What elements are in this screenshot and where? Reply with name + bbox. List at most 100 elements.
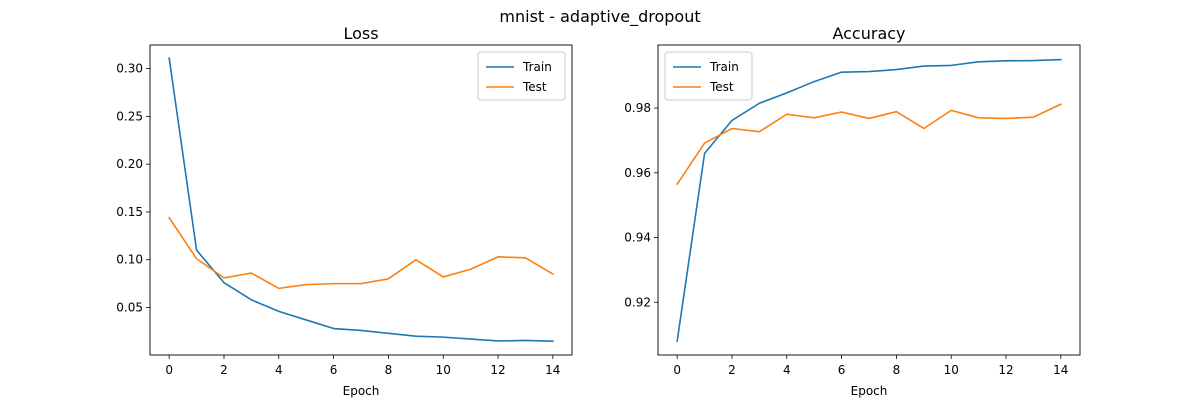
loss-test-point xyxy=(469,268,472,271)
loss-train-point xyxy=(551,340,554,343)
accuracy-test-point xyxy=(950,109,953,112)
accuracy-test-point xyxy=(703,141,706,144)
loss-x-tick-label: 6 xyxy=(330,363,338,377)
accuracy-train-point xyxy=(785,91,788,94)
accuracy-x-axis-label: Epoch xyxy=(851,384,888,398)
accuracy-y-tick-label: 0.98 xyxy=(624,101,651,115)
accuracy-axes-frame xyxy=(657,44,1081,356)
accuracy-train-point xyxy=(1004,59,1007,62)
loss-train-point xyxy=(332,327,335,330)
loss-x-tick-label: 10 xyxy=(436,363,451,377)
accuracy-train-line xyxy=(676,58,1062,342)
accuracy-test-point xyxy=(1032,116,1035,119)
accuracy-y-tick-label: 0.94 xyxy=(624,231,651,245)
loss-x-axis-label: Epoch xyxy=(343,384,380,398)
loss-test-point xyxy=(277,287,280,290)
loss-test-point xyxy=(195,257,198,260)
accuracy-test-point xyxy=(1004,117,1007,120)
loss-x-tick-label: 12 xyxy=(490,363,505,377)
accuracy-train-point xyxy=(1032,59,1035,62)
loss-legend-label-train: Train xyxy=(522,60,552,74)
loss-train-point xyxy=(195,249,198,252)
accuracy-train-point xyxy=(730,119,733,122)
loss-test-point xyxy=(496,255,499,258)
loss-y-tick-label: 0.05 xyxy=(116,301,143,315)
loss-y-tick-label: 0.15 xyxy=(116,205,143,219)
loss-legend-label-test: Test xyxy=(522,80,547,94)
accuracy-test-point xyxy=(840,110,843,113)
accuracy-x-tick-label: 0 xyxy=(673,363,681,377)
loss-train-point xyxy=(496,339,499,342)
loss-test-point xyxy=(387,277,390,280)
accuracy-train-point xyxy=(758,102,761,105)
accuracy-x-tick-label: 6 xyxy=(838,363,846,377)
accuracy-train-point xyxy=(676,339,679,342)
accuracy-train-point xyxy=(840,71,843,74)
loss-test-point xyxy=(414,258,417,261)
accuracy-x-tick-label: 4 xyxy=(783,363,791,377)
accuracy-chart: Accuracy 0 2 4 6 8 10 12 14 0.92 0.94 0.96 0.98 Epoch… xyxy=(624,24,1081,398)
loss-train-point xyxy=(442,336,445,339)
accuracy-train-point xyxy=(922,64,925,67)
loss-test-point xyxy=(305,283,308,286)
accuracy-train-point xyxy=(1059,58,1062,61)
accuracy-train-point xyxy=(867,70,870,73)
accuracy-y-tick-label: 0.92 xyxy=(624,295,651,309)
accuracy-x-tick-label: 8 xyxy=(893,363,901,377)
loss-legend-box xyxy=(477,51,566,101)
accuracy-legend-box xyxy=(664,51,753,101)
loss-x-tick-label: 2 xyxy=(220,363,228,377)
accuracy-legend: Train Test xyxy=(664,51,753,101)
loss-test-point xyxy=(332,282,335,285)
loss-x-tick-label: 8 xyxy=(385,363,393,377)
accuracy-test-point xyxy=(922,127,925,130)
accuracy-train-point xyxy=(813,80,816,83)
accuracy-test-point xyxy=(813,116,816,119)
loss-chart-title: Loss xyxy=(343,24,378,43)
loss-x-tick-label: 4 xyxy=(275,363,283,377)
accuracy-test-point xyxy=(977,116,980,119)
loss-y-tick-label: 0.30 xyxy=(116,62,143,76)
loss-train-point xyxy=(387,332,390,335)
accuracy-x-tick-label: 2 xyxy=(728,363,736,377)
accuracy-chart-title: Accuracy xyxy=(832,24,905,43)
loss-test-point xyxy=(168,216,171,219)
loss-test-point xyxy=(442,275,445,278)
accuracy-test-point xyxy=(867,117,870,120)
figure-title: mnist - adaptive_dropout xyxy=(499,7,700,27)
loss-train-point xyxy=(277,310,280,313)
loss-test-point xyxy=(551,272,554,275)
loss-axes-frame xyxy=(149,44,573,356)
loss-y-tick-label: 0.20 xyxy=(116,157,143,171)
accuracy-x-tick-label: 10 xyxy=(944,363,959,377)
loss-train-point xyxy=(469,337,472,340)
loss-train-point xyxy=(414,335,417,338)
accuracy-y-tick-label: 0.96 xyxy=(624,166,651,180)
loss-train-point xyxy=(250,298,253,301)
accuracy-legend-label-train: Train xyxy=(709,60,739,74)
loss-train-point xyxy=(359,329,362,332)
accuracy-x-tick-label: 12 xyxy=(998,363,1013,377)
loss-test-point xyxy=(359,282,362,285)
loss-test-point xyxy=(222,276,225,279)
loss-train-point xyxy=(524,339,527,342)
loss-chart: Loss 0 2 4 6 8 10 12 14 0.05 0.10 0.15 0.20 0.25 0.30 E… xyxy=(116,24,573,398)
loss-x-tick-label: 14 xyxy=(545,363,560,377)
accuracy-train-point xyxy=(703,152,706,155)
accuracy-test-point xyxy=(676,183,679,186)
loss-test-point xyxy=(250,272,253,275)
accuracy-legend-label-test: Test xyxy=(709,80,734,94)
loss-y-tick-label: 0.25 xyxy=(116,109,143,123)
accuracy-train-point xyxy=(977,60,980,63)
loss-x-tick-label: 0 xyxy=(165,363,173,377)
loss-train-point xyxy=(168,56,171,59)
loss-test-point xyxy=(524,256,527,259)
accuracy-test-point xyxy=(758,130,761,133)
loss-train-line xyxy=(168,57,554,342)
loss-train-point xyxy=(305,318,308,321)
accuracy-test-point xyxy=(730,127,733,130)
accuracy-test-point xyxy=(785,113,788,116)
accuracy-train-point xyxy=(895,68,898,71)
accuracy-test-line xyxy=(676,103,1062,186)
loss-y-tick-label: 0.10 xyxy=(116,253,143,267)
